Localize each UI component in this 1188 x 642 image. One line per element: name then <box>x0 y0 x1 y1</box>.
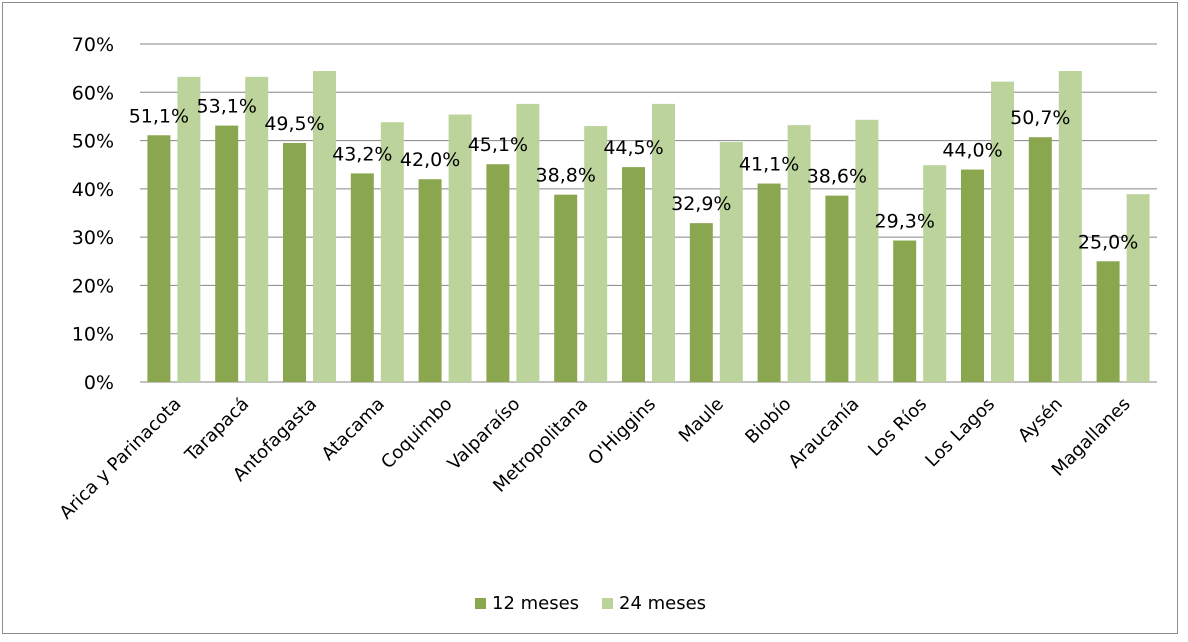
y-tick-label: 20% <box>72 275 114 297</box>
bar-24-meses <box>448 114 472 383</box>
data-label: 49,5% <box>264 113 324 135</box>
bar-12-meses <box>825 195 849 382</box>
data-label: 51,1% <box>129 105 189 127</box>
category-label: Los Ríos <box>864 394 931 461</box>
y-tick-label: 30% <box>72 227 114 249</box>
data-label: 50,7% <box>1010 107 1070 129</box>
data-label: 44,0% <box>942 140 1002 162</box>
data-labels: 51,1% 53,1% 49,5% 43,2% 42,0% 45,1% 38,8% 44,5%… <box>129 96 1139 254</box>
bar-12-meses <box>757 183 781 382</box>
x-axis-category-labels: Arica y ParinacotaTarapacáAntofagastaAta… <box>56 394 1135 524</box>
bar-24-meses <box>1126 194 1150 382</box>
bar-12-meses <box>486 164 510 382</box>
legend-label: 12 meses <box>492 593 579 614</box>
bar-24-meses <box>380 122 404 383</box>
bar-24-meses <box>991 81 1014 383</box>
bar-24-meses <box>1058 71 1082 382</box>
bar-24-meses <box>652 103 675 383</box>
bar-24-meses <box>245 76 269 382</box>
bar-24-meses <box>923 165 947 382</box>
category-label: Arica y Parinacota <box>56 394 186 524</box>
category-label: Biobío <box>741 394 795 448</box>
data-label: 25,0% <box>1078 231 1138 253</box>
bar-12-meses <box>554 194 578 382</box>
legend-swatch <box>475 598 486 609</box>
y-tick-label: 60% <box>72 82 114 104</box>
category-label: Maule <box>675 394 728 447</box>
category-label: Tarapacá <box>181 394 254 467</box>
y-tick-label: 40% <box>72 179 114 201</box>
bar-12-meses <box>418 179 442 382</box>
data-label: 43,2% <box>332 143 392 165</box>
bar-12-meses <box>215 125 239 383</box>
data-label: 38,6% <box>807 166 867 188</box>
bar-12-meses <box>961 169 984 382</box>
data-label: 29,3% <box>875 211 935 233</box>
bar-12-meses <box>1096 261 1120 382</box>
bar-24-meses <box>313 71 336 382</box>
category-label: Los Lagos <box>921 394 999 472</box>
gridlines <box>140 43 1157 383</box>
bar-24-meses <box>855 119 879 383</box>
category-label: Araucanía <box>785 394 864 473</box>
bar-24-meses <box>584 126 608 382</box>
bar-12-meses <box>689 223 713 382</box>
legend-label: 24 meses <box>619 593 706 614</box>
bar-12-meses <box>350 173 374 382</box>
category-label: Atacama <box>318 394 389 465</box>
legend-swatch <box>602 598 613 609</box>
data-label: 42,0% <box>400 149 460 171</box>
bar-24-meses <box>787 125 811 383</box>
bar-12-meses <box>893 240 917 382</box>
category-label: O'Higgins <box>584 394 660 470</box>
bar-24-meses <box>177 76 201 382</box>
bar-12-meses <box>147 135 171 382</box>
legend: 12 meses 24 meses <box>475 593 706 614</box>
bars <box>147 71 1150 383</box>
bar-12-meses <box>1028 137 1052 382</box>
data-label: 45,1% <box>468 134 528 156</box>
bar-24-meses <box>719 142 743 382</box>
y-tick-label: 10% <box>72 324 114 346</box>
bar-12-meses <box>622 167 645 382</box>
y-tick-label: 0% <box>84 372 114 394</box>
data-label: 41,1% <box>739 154 799 176</box>
y-axis-tick-labels: 0% 10% 20% 30% 40% 50% 60% 70% <box>72 34 114 394</box>
y-tick-label: 70% <box>72 34 114 56</box>
data-label: 32,9% <box>671 193 731 215</box>
bar-12-meses <box>283 142 306 382</box>
data-label: 44,5% <box>603 137 663 159</box>
category-label: Aysén <box>1014 394 1067 447</box>
y-tick-label: 50% <box>72 131 114 153</box>
data-label: 53,1% <box>197 96 257 118</box>
data-label: 38,8% <box>536 165 596 187</box>
bar-24-meses <box>516 103 540 383</box>
